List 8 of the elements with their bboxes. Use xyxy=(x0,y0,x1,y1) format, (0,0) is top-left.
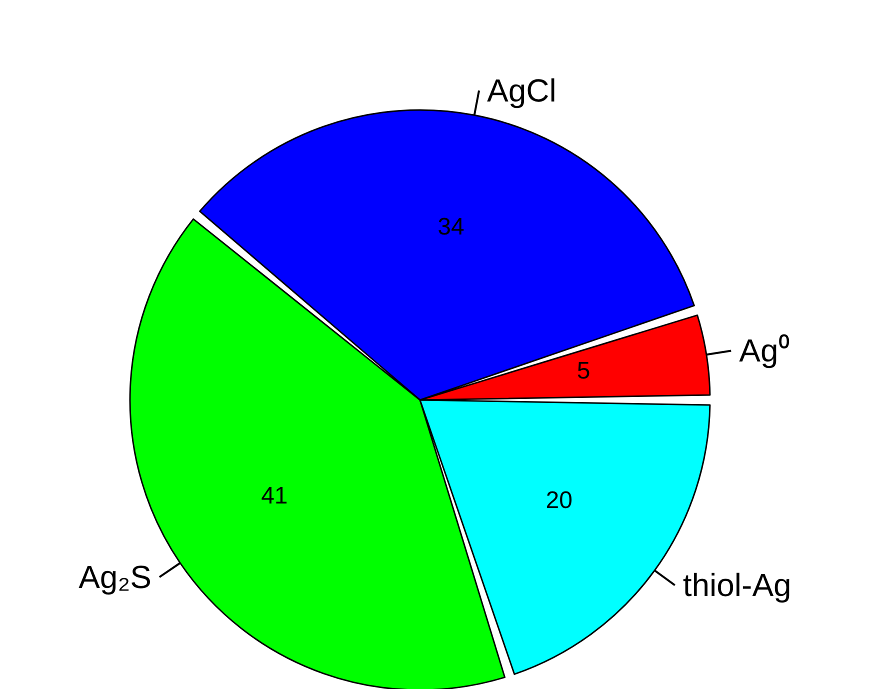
slice-label: Ag⁰ xyxy=(739,332,790,369)
data-label: 41 xyxy=(261,482,288,510)
data-label: 20 xyxy=(546,486,572,514)
slice-label: AgCl xyxy=(487,72,556,109)
slice-label: thiol-Ag xyxy=(682,567,792,604)
data-label: 5 xyxy=(576,357,590,384)
slice-label: Ag₂S xyxy=(78,559,152,596)
data-label: 34 xyxy=(438,214,464,241)
